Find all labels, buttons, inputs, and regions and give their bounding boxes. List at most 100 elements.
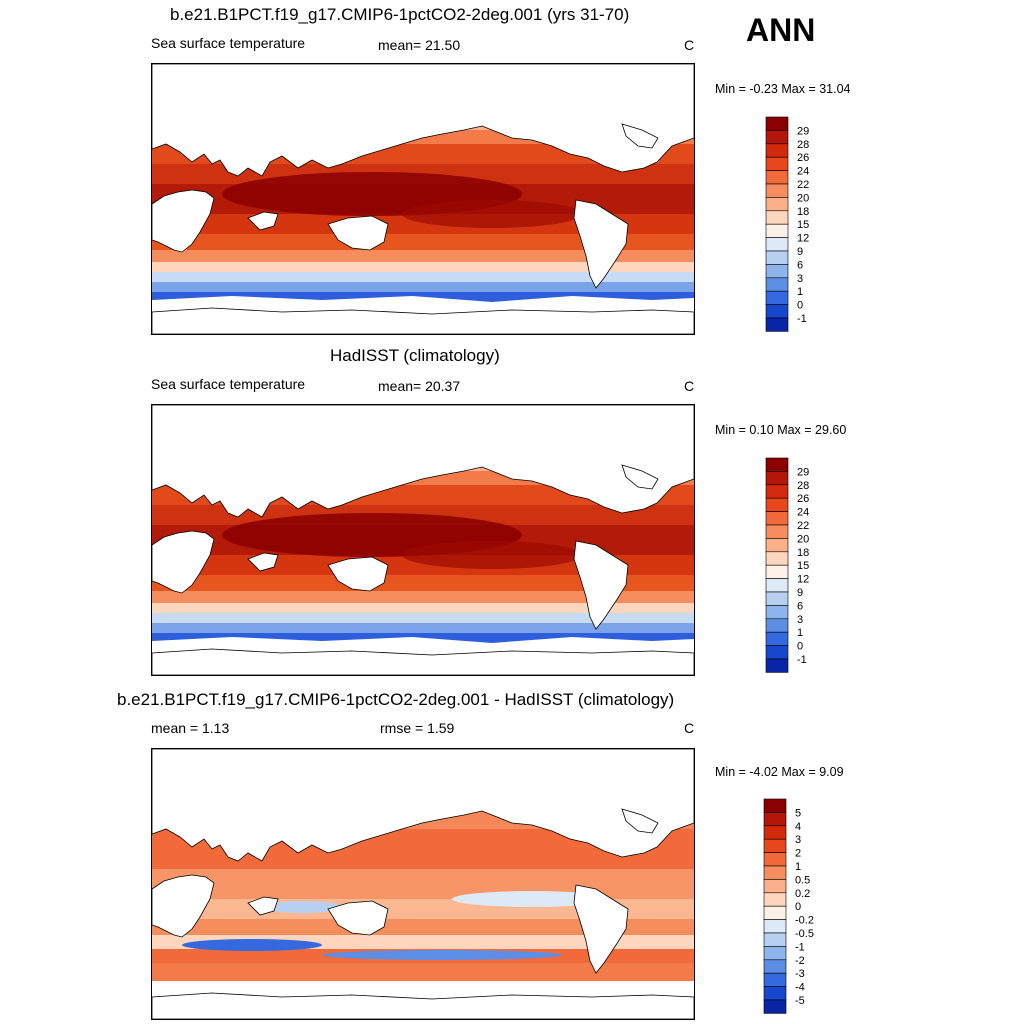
land-outline — [152, 189, 215, 253]
colorbar-swatch — [765, 130, 789, 145]
colorbar-level-label: 4 — [795, 821, 801, 833]
colorbar-level-label: 26 — [797, 493, 809, 505]
colorbar-level-label: 0 — [797, 641, 803, 653]
colorbar-level-label: -1 — [797, 654, 807, 666]
colorbar-swatch — [763, 972, 787, 987]
colorbar-swatch — [765, 511, 789, 526]
colorbar-swatch — [765, 277, 789, 292]
colorbar-swatch — [765, 197, 789, 212]
colorbar-level-label: -0.5 — [795, 928, 814, 940]
panel3-mean: mean = 1.13 — [151, 720, 230, 736]
colorbar-swatch — [763, 959, 787, 974]
colorbar-swatch — [763, 986, 787, 1001]
land-outline — [247, 896, 279, 916]
colorbar-level-label: 24 — [797, 507, 809, 519]
land-outline — [152, 530, 215, 594]
colorbar-level-label: 0 — [797, 300, 803, 312]
panel3-colorbar: 5 43 210.5 0.20 -0.2-0.5-1 -2-3 -4-5 — [763, 798, 814, 1014]
colorbar-level-label: 12 — [797, 574, 809, 586]
land-outline — [152, 64, 694, 177]
colorbar-level-label: 28 — [797, 139, 809, 151]
land-outline — [327, 215, 389, 251]
colorbar-swatch — [763, 932, 787, 947]
colorbar-level-label: 9 — [797, 587, 803, 599]
land-outline — [247, 552, 279, 572]
land-outline — [573, 540, 629, 630]
panel1-mean: mean= 21.50 — [378, 37, 461, 53]
colorbar-swatch — [765, 564, 789, 579]
colorbar-level-label: 18 — [797, 206, 809, 218]
colorbar-swatch — [765, 264, 789, 279]
colorbar-level-label: -2 — [795, 955, 805, 967]
colorbar-swatch — [765, 524, 789, 539]
panel1-units: C — [684, 37, 695, 53]
colorbar-level-label: 6 — [797, 600, 803, 612]
panel1-minmax: Min = -0.23 Max = 31.04 — [715, 82, 851, 96]
colorbar-level-label: 15 — [797, 219, 809, 231]
colorbar-swatch — [765, 170, 789, 185]
colorbar-swatch — [765, 223, 789, 238]
panel1-title: b.e21.B1PCT.f19_g17.CMIP6-1pctCO2-2deg.0… — [170, 5, 630, 24]
season-label: ANN — [746, 12, 816, 48]
colorbar-level-label: 1 — [795, 861, 801, 873]
colorbar-swatch — [765, 658, 789, 673]
colorbar-level-label: -1 — [797, 313, 807, 325]
colorbar-swatch — [763, 825, 787, 840]
colorbar-swatch — [763, 852, 787, 867]
land-outline — [327, 900, 389, 936]
land-outline — [152, 992, 694, 1019]
colorbar-swatch — [765, 578, 789, 593]
land-outline — [573, 199, 629, 289]
colorbar-level-label: 0.5 — [795, 874, 810, 886]
colorbar-swatch — [765, 304, 789, 319]
colorbar-level-label: 0.2 — [795, 888, 810, 900]
land-outline — [247, 211, 279, 231]
panel2-units: C — [684, 378, 695, 394]
land-outline — [152, 405, 694, 518]
colorbar-swatch — [763, 999, 787, 1014]
panel3-map-svg — [152, 749, 694, 1019]
colorbar-swatch — [765, 317, 789, 332]
colorbar-swatch — [763, 946, 787, 961]
colorbar-swatch — [765, 618, 789, 633]
colorbar-swatch — [763, 905, 787, 920]
colorbar-swatch — [765, 631, 789, 646]
colorbar-swatch — [765, 591, 789, 606]
colorbar-level-label: -0.2 — [795, 915, 814, 927]
panel3-map — [151, 748, 695, 1020]
colorbar-level-label: 24 — [797, 166, 809, 178]
colorbar-level-label: 5 — [795, 807, 801, 819]
panel2-left-label: Sea surface temperature — [151, 376, 306, 392]
colorbar-swatch — [765, 484, 789, 499]
colorbar-swatch — [763, 892, 787, 907]
colorbar-level-label: 12 — [797, 233, 809, 245]
colorbar-level-label: 0 — [795, 901, 801, 913]
colorbar-level-label: -5 — [795, 995, 805, 1007]
colorbar-swatch — [763, 879, 787, 894]
colorbar-swatch — [765, 605, 789, 620]
colorbar-swatch — [765, 538, 789, 553]
panel1-map-svg — [152, 64, 694, 334]
panel2-mean: mean= 20.37 — [378, 378, 461, 394]
land-outline — [621, 123, 659, 149]
colorbar-level-label: 26 — [797, 152, 809, 164]
land-outline — [621, 808, 659, 834]
colorbar-swatch — [765, 250, 789, 265]
colorbar-level-label: 2 — [795, 848, 801, 860]
panel1-map — [151, 63, 695, 335]
land-outline — [327, 556, 389, 592]
colorbar-level-label: 6 — [797, 259, 803, 271]
colorbar-level-label: 15 — [797, 560, 809, 572]
colorbar-level-label: 20 — [797, 533, 809, 545]
colorbar-swatch — [763, 919, 787, 934]
land-outline — [152, 648, 694, 675]
colorbar-swatch — [765, 497, 789, 512]
colorbar-swatch — [763, 798, 787, 813]
colorbar-level-label: 1 — [797, 627, 803, 639]
colorbar-level-label: 3 — [797, 273, 803, 285]
panel1-left-label: Sea surface temperature — [151, 35, 306, 51]
colorbar-level-label: -1 — [795, 941, 805, 953]
panel2-title: HadISST (climatology) — [330, 346, 500, 365]
